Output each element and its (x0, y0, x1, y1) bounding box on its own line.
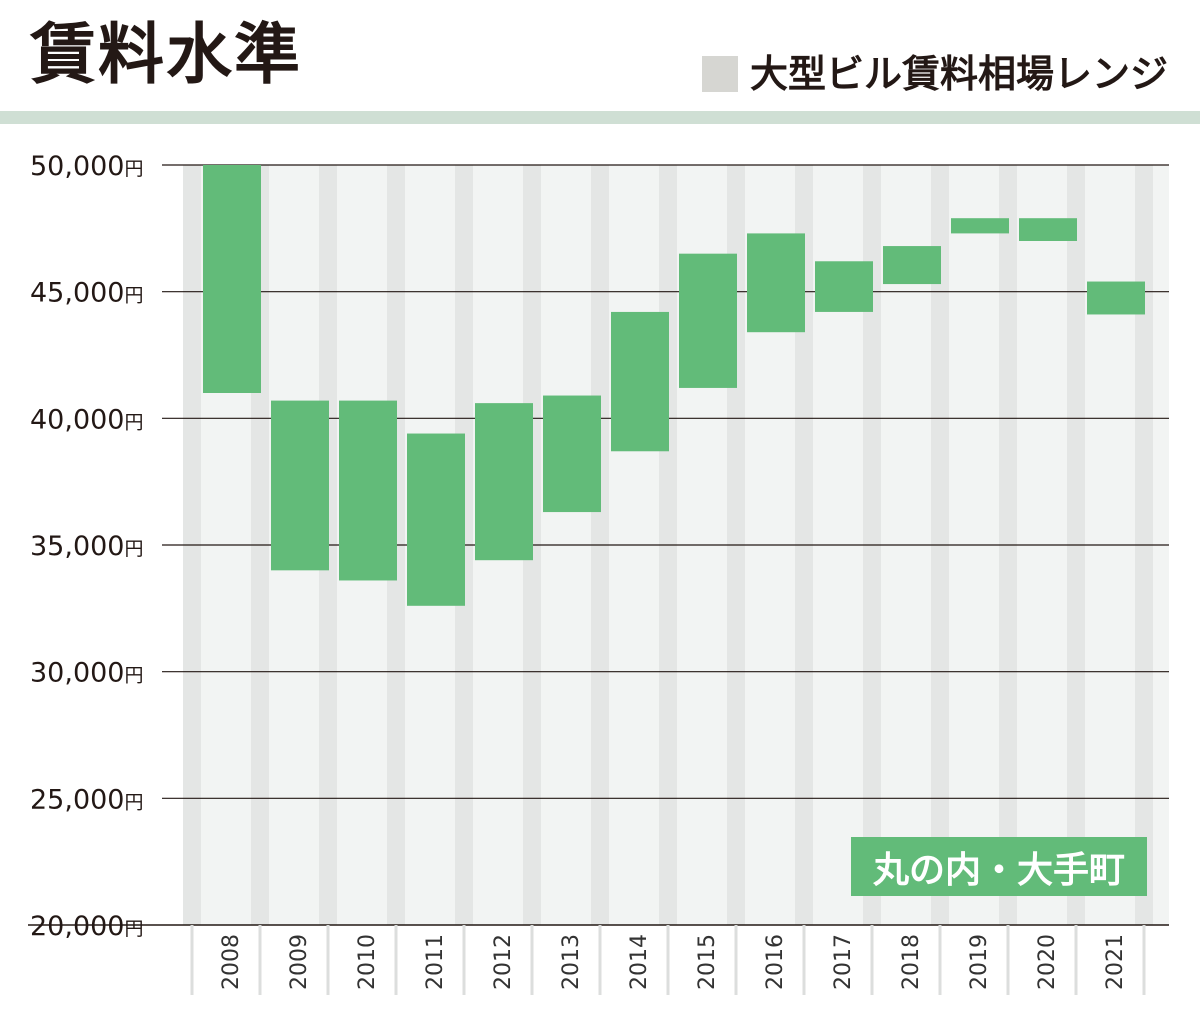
range-bar (1087, 281, 1145, 315)
range-bar (883, 246, 941, 285)
y-tick-label: 30,000円 (30, 658, 144, 689)
x-tick-label: 2020 (1035, 934, 1060, 990)
range-bar (271, 400, 329, 571)
area-label: 丸の内・大手町 (851, 837, 1147, 896)
range-bars (203, 165, 1145, 606)
x-tick-label: 2013 (559, 934, 584, 990)
y-tick-label: 20,000円 (30, 911, 144, 942)
range-bar (611, 311, 669, 452)
range-bar (747, 233, 805, 333)
legend: 大型ビル賃料相場レンジ (701, 52, 1168, 96)
y-tick-label: 35,000円 (30, 531, 144, 562)
legend-swatch (701, 56, 738, 92)
x-tick-label: 2009 (287, 934, 312, 990)
x-axis-labels: 2008 2009 2010 2011 2012 2013 2014 2015 2016 2017… (190, 925, 1146, 995)
x-tick-label: 2017 (831, 934, 856, 990)
x-tick-label: 2021 (1103, 934, 1128, 990)
range-bar (339, 400, 397, 581)
range-bar (475, 403, 533, 561)
y-tick-label: 40,000円 (30, 404, 144, 435)
legend-label: 大型ビル賃料相場レンジ (749, 52, 1168, 96)
title-divider (0, 111, 1200, 124)
x-tick-label: 2019 (967, 934, 992, 990)
range-bar (203, 165, 261, 393)
y-tick-label: 45,000円 (30, 278, 144, 309)
x-tick-label: 2018 (899, 934, 924, 990)
y-tick-label: 50,000円 (30, 151, 144, 182)
range-bar (815, 261, 873, 312)
range-bar (951, 218, 1009, 234)
x-tick-label: 2012 (491, 934, 516, 990)
range-bar (679, 253, 737, 388)
x-tick-label: 2015 (695, 934, 720, 990)
y-tick-label: 25,000円 (30, 784, 144, 815)
range-bar (543, 395, 601, 513)
x-tick-label: 2011 (423, 934, 448, 990)
chart-title: 賃料水準 (30, 16, 302, 93)
range-bar (407, 433, 465, 606)
x-tick-label: 2008 (219, 934, 244, 990)
range-bar (1019, 218, 1077, 241)
x-tick-label: 2014 (627, 934, 652, 990)
y-axis-labels: 50,000円 45,000円 40,000円 35,000円 30,000円 25,00… (30, 151, 144, 942)
x-tick-label: 2016 (763, 934, 788, 990)
x-tick-label: 2010 (355, 934, 380, 990)
